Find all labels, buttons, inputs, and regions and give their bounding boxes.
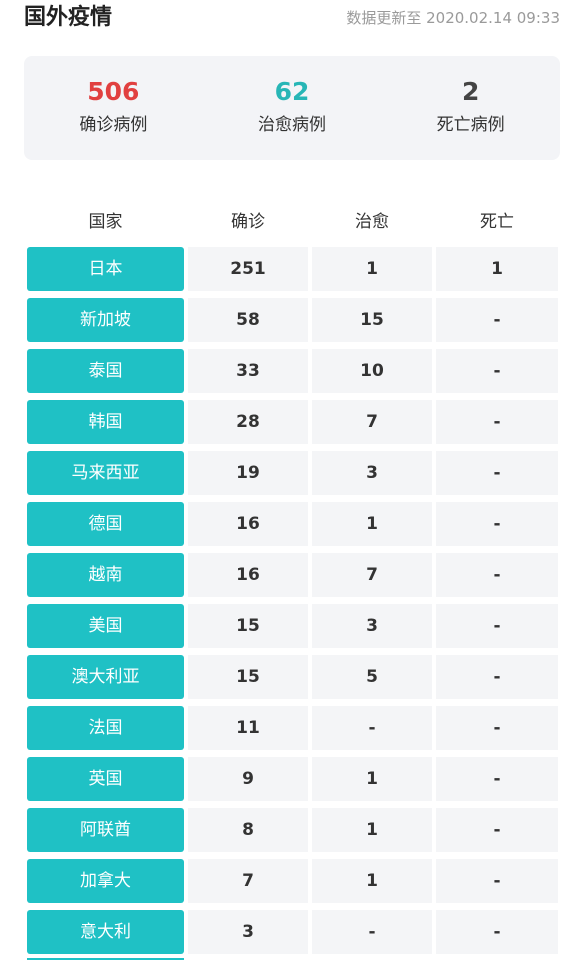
stat-dead: 2 死亡病例 [381, 56, 560, 160]
cured-cell: 15 [312, 298, 432, 342]
dead-cell: - [436, 859, 558, 903]
cured-cell: 7 [312, 553, 432, 597]
table-row[interactable]: 越南 16 7- [24, 553, 560, 597]
table-header: 国家 确诊 治愈 死亡 [24, 205, 560, 239]
country-cell[interactable]: 泰国 [27, 349, 184, 393]
confirmed-cell: 11 [188, 706, 308, 750]
country-cell[interactable]: 韩国 [27, 400, 184, 444]
table-row[interactable]: 德国 16 1- [24, 502, 560, 546]
cured-cell: 1 [312, 808, 432, 852]
confirmed-cell: 8 [188, 808, 308, 852]
table-row[interactable]: 美国 15 3- [24, 604, 560, 648]
dead-cell: - [436, 808, 558, 852]
table-row[interactable]: 新加坡 58 15- [24, 298, 560, 342]
cured-cell: 1 [312, 757, 432, 801]
table-row[interactable]: 泰国 33 10- [24, 349, 560, 393]
country-cell[interactable]: 澳大利亚 [27, 655, 184, 699]
stat-dead-label: 死亡病例 [436, 115, 505, 135]
dead-cell: - [436, 400, 558, 444]
cured-cell: 1 [312, 247, 432, 291]
table-row[interactable]: 韩国 28 7- [24, 400, 560, 444]
country-cell[interactable]: 日本 [27, 247, 184, 291]
cured-cell: - [312, 706, 432, 750]
confirmed-cell: 19 [188, 451, 308, 495]
table-row[interactable]: 加拿大 7 1- [24, 859, 560, 903]
summary-card: 506 确诊病例 62 治愈病例 2 死亡病例 [24, 56, 560, 160]
update-timestamp: 数据更新至 2020.02.14 09:33 [346, 9, 560, 27]
dead-cell: - [436, 655, 558, 699]
table-row[interactable]: 英国 9 1- [24, 757, 560, 801]
column-header-cured[interactable]: 治愈 [355, 212, 389, 232]
cured-cell: 7 [312, 400, 432, 444]
dead-cell: - [436, 910, 558, 954]
stat-dead-value: 2 [461, 77, 480, 106]
column-header-country[interactable]: 国家 [88, 212, 123, 232]
country-cell[interactable]: 越南 [27, 553, 184, 597]
confirmed-cell: 33 [188, 349, 308, 393]
page-title: 国外疫情 [24, 5, 113, 30]
dead-cell: - [436, 757, 558, 801]
confirmed-cell: 7 [188, 859, 308, 903]
country-cell[interactable]: 加拿大 [27, 859, 184, 903]
cured-cell: - [312, 910, 432, 954]
confirmed-cell: 58 [188, 298, 308, 342]
cured-cell: 1 [312, 859, 432, 903]
country-cell[interactable]: 法国 [27, 706, 184, 750]
dead-cell: - [436, 451, 558, 495]
confirmed-cell: 251 [188, 247, 308, 291]
confirmed-cell: 16 [188, 553, 308, 597]
table-row[interactable]: 法国 11- - [24, 706, 560, 750]
cured-cell: 3 [312, 604, 432, 648]
page-header: 国外疫情 数据更新至 2020.02.14 09:33 [0, 0, 584, 44]
country-table: 日本 251 1 1 新加坡 58 15- 泰国 33 10- 韩国 28 7- 马来西亚 19 3- 德国 16… [24, 247, 560, 961]
stat-cured: 62 治愈病例 [203, 56, 382, 160]
table-row[interactable]: 澳大利亚 15 5- [24, 655, 560, 699]
confirmed-cell: 28 [188, 400, 308, 444]
confirmed-cell: 15 [188, 655, 308, 699]
dead-cell: - [436, 349, 558, 393]
confirmed-cell: 16 [188, 502, 308, 546]
stat-confirmed-label: 确诊病例 [79, 115, 148, 135]
column-header-confirmed[interactable]: 确诊 [231, 212, 265, 232]
next-row-edge [27, 958, 184, 960]
dead-cell: - [436, 298, 558, 342]
country-cell[interactable]: 阿联酋 [27, 808, 184, 852]
stat-cured-value: 62 [274, 77, 310, 106]
dead-cell: - [436, 706, 558, 750]
dead-cell: - [436, 502, 558, 546]
country-cell[interactable]: 德国 [27, 502, 184, 546]
table-row[interactable]: 日本 251 1 1 [24, 247, 560, 291]
confirmed-cell: 3 [188, 910, 308, 954]
cured-cell: 10 [312, 349, 432, 393]
table-row[interactable]: 阿联酋 8 1- [24, 808, 560, 852]
confirmed-cell: 9 [188, 757, 308, 801]
cured-cell: 1 [312, 502, 432, 546]
dead-cell: - [436, 553, 558, 597]
dead-cell: 1 [436, 247, 558, 291]
cured-cell: 3 [312, 451, 432, 495]
stat-confirmed: 506 确诊病例 [24, 56, 203, 160]
table-row[interactable]: 意大利 3- - [24, 910, 560, 954]
country-cell[interactable]: 新加坡 [27, 298, 184, 342]
country-cell[interactable]: 美国 [27, 604, 184, 648]
column-header-dead[interactable]: 死亡 [480, 212, 514, 232]
confirmed-cell: 15 [188, 604, 308, 648]
dead-cell: - [436, 604, 558, 648]
country-cell[interactable]: 马来西亚 [27, 451, 184, 495]
stat-confirmed-value: 506 [87, 77, 140, 106]
country-cell[interactable]: 英国 [27, 757, 184, 801]
cured-cell: 5 [312, 655, 432, 699]
table-row[interactable]: 马来西亚 19 3- [24, 451, 560, 495]
stat-cured-label: 治愈病例 [258, 115, 326, 135]
country-cell[interactable]: 意大利 [27, 910, 184, 954]
